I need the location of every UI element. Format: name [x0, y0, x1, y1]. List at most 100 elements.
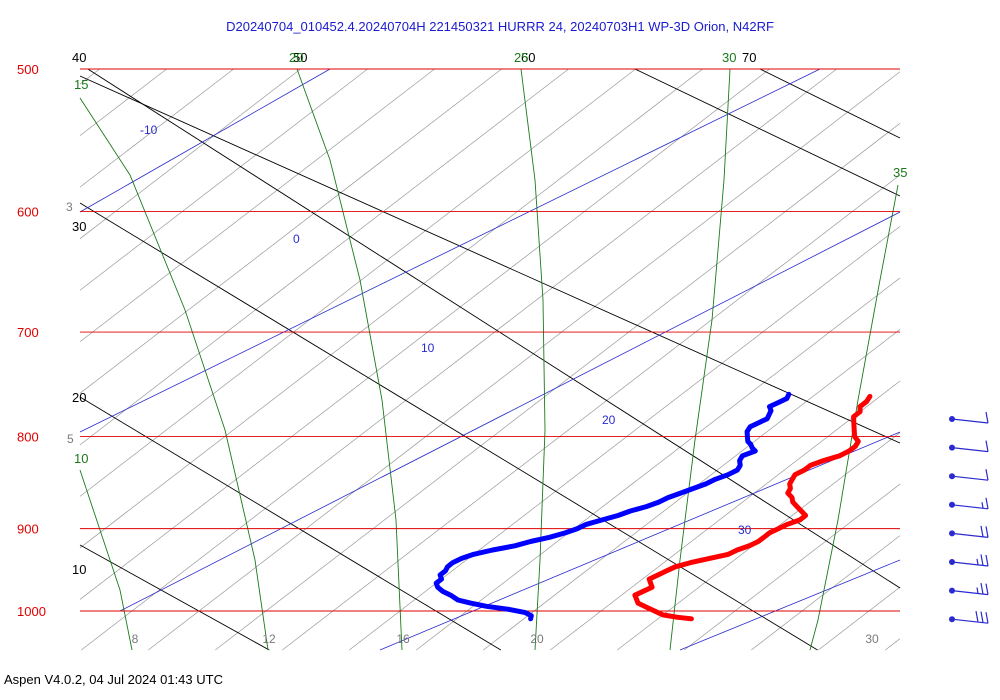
moist-adiabat-label: 25 [514, 50, 528, 65]
wind-barb-half-feather [976, 558, 979, 565]
pressure-label: 800 [17, 430, 39, 445]
wind-barb-half-feather [981, 502, 984, 509]
isotherm-label: 12 [262, 632, 276, 646]
isotherm-label: 8 [132, 632, 139, 646]
mixing-ratio-label: 5 [67, 432, 74, 446]
dry-adiabat-line [79, 202, 818, 651]
wind-barb [949, 554, 989, 567]
isotherm-line [79, 68, 167, 136]
dry-adiabat-line [634, 68, 901, 197]
mixing-ratio-label: 3 [66, 200, 73, 214]
blue-line-label: -10 [140, 123, 158, 137]
isotherm-line [818, 586, 901, 651]
chart-title: D20240704_010452.4.20240704H 221450321 H… [226, 19, 774, 34]
isotherm-label: 30 [865, 632, 879, 646]
blue-reference-lines [79, 68, 901, 651]
isotherm-line [684, 483, 901, 651]
wind-barb-staff [951, 532, 989, 538]
isotherm-line [79, 68, 703, 549]
wind-barb [949, 469, 989, 481]
wind-barb-feather [980, 525, 984, 537]
isotherm-line [349, 226, 901, 651]
wind-barb-staff [951, 618, 989, 624]
blue-reference-line [79, 68, 821, 433]
wind-barb-feather [985, 526, 989, 538]
wind-barb-half-feather [976, 587, 979, 594]
wind-barb [949, 610, 989, 624]
dry-adiabat-label: 20 [72, 390, 86, 405]
isotherm-line [79, 68, 770, 600]
moist-adiabat-label: 10 [74, 451, 88, 466]
blue-line-label: 0 [293, 232, 300, 246]
wind-barb [949, 440, 989, 453]
dry-adiabat-label: 50 [293, 50, 307, 65]
sounding-profiles [433, 391, 873, 622]
wind-barb [949, 411, 989, 424]
isotherm-line [885, 638, 901, 651]
wind-barb-feather [985, 554, 989, 567]
wind-barb [949, 497, 989, 510]
isotherm-line [79, 68, 368, 291]
isotherm-line [215, 123, 901, 651]
wind-barb-feather [985, 469, 989, 481]
isotherm-line [79, 68, 636, 497]
wind-barb [949, 525, 989, 538]
blue-reference-line [379, 431, 901, 651]
isotherm-line [282, 174, 901, 651]
wind-barb-staff [951, 447, 989, 453]
blue-reference-line [679, 559, 901, 651]
isotherm-lines [79, 68, 901, 651]
wind-barbs [949, 411, 989, 624]
blue-reference-line [79, 68, 331, 213]
footer-version-timestamp: Aspen V4.0.2, 04 Jul 2024 01:43 UTC [4, 672, 223, 687]
wind-barb-staff [951, 475, 989, 481]
isobar-lines [80, 68, 900, 612]
dewpoint-profile [433, 391, 792, 622]
isotherm-line [79, 68, 100, 85]
isotherm-line [81, 68, 837, 651]
dry-adiabat-line [87, 68, 901, 589]
wind-barb-feather [980, 582, 984, 595]
dry-adiabat-line [79, 75, 901, 444]
moist-adiabat-line [669, 68, 731, 651]
wind-barb [949, 582, 989, 596]
pressure-label: 500 [17, 62, 39, 77]
wind-barb-staff [951, 561, 989, 567]
pressure-label: 1000 [17, 604, 46, 619]
isotherm-line [79, 68, 234, 188]
moist-adiabat-line [79, 469, 133, 651]
dry-adiabat-label: 30 [72, 219, 86, 234]
moist-adiabat-label: 30 [722, 50, 736, 65]
dry-adiabat-line [79, 544, 270, 651]
pressure-label: 600 [17, 205, 39, 220]
dry-adiabat-lines [79, 68, 901, 651]
moist-adiabat-line [79, 97, 269, 651]
moist-adiabat-label: 15 [74, 77, 88, 92]
wind-barb-feather [980, 611, 984, 623]
isotherm-line [79, 68, 435, 343]
dry-adiabat-label: 10 [72, 562, 86, 577]
dry-adiabat-line [759, 68, 901, 139]
blue-line-label: 10 [421, 341, 435, 355]
moist-adiabat-line [296, 68, 403, 651]
isotherm-line [79, 68, 502, 394]
isotherm-line [148, 71, 901, 651]
moist-adiabat-label: 20 [289, 50, 303, 65]
moist-adiabat-lines [79, 68, 899, 651]
blue-reference-line [119, 211, 901, 612]
wind-barb-staff [951, 590, 989, 596]
blue-line-label: 30 [738, 523, 752, 537]
wind-barb-staff [951, 418, 989, 424]
wind-barb-feather [975, 610, 979, 623]
wind-barb-feather [985, 411, 989, 424]
pressure-label: 700 [17, 325, 39, 340]
moist-adiabat-line [809, 184, 899, 651]
dry-adiabat-label: 40 [72, 50, 86, 65]
wind-barb-feather [985, 612, 989, 624]
isotherm-line [79, 68, 569, 446]
isotherm-label: 16 [396, 632, 410, 646]
dry-adiabat-label: 60 [521, 50, 535, 65]
dry-adiabat-label: 70 [742, 50, 756, 65]
isotherm-label: 20 [530, 632, 544, 646]
